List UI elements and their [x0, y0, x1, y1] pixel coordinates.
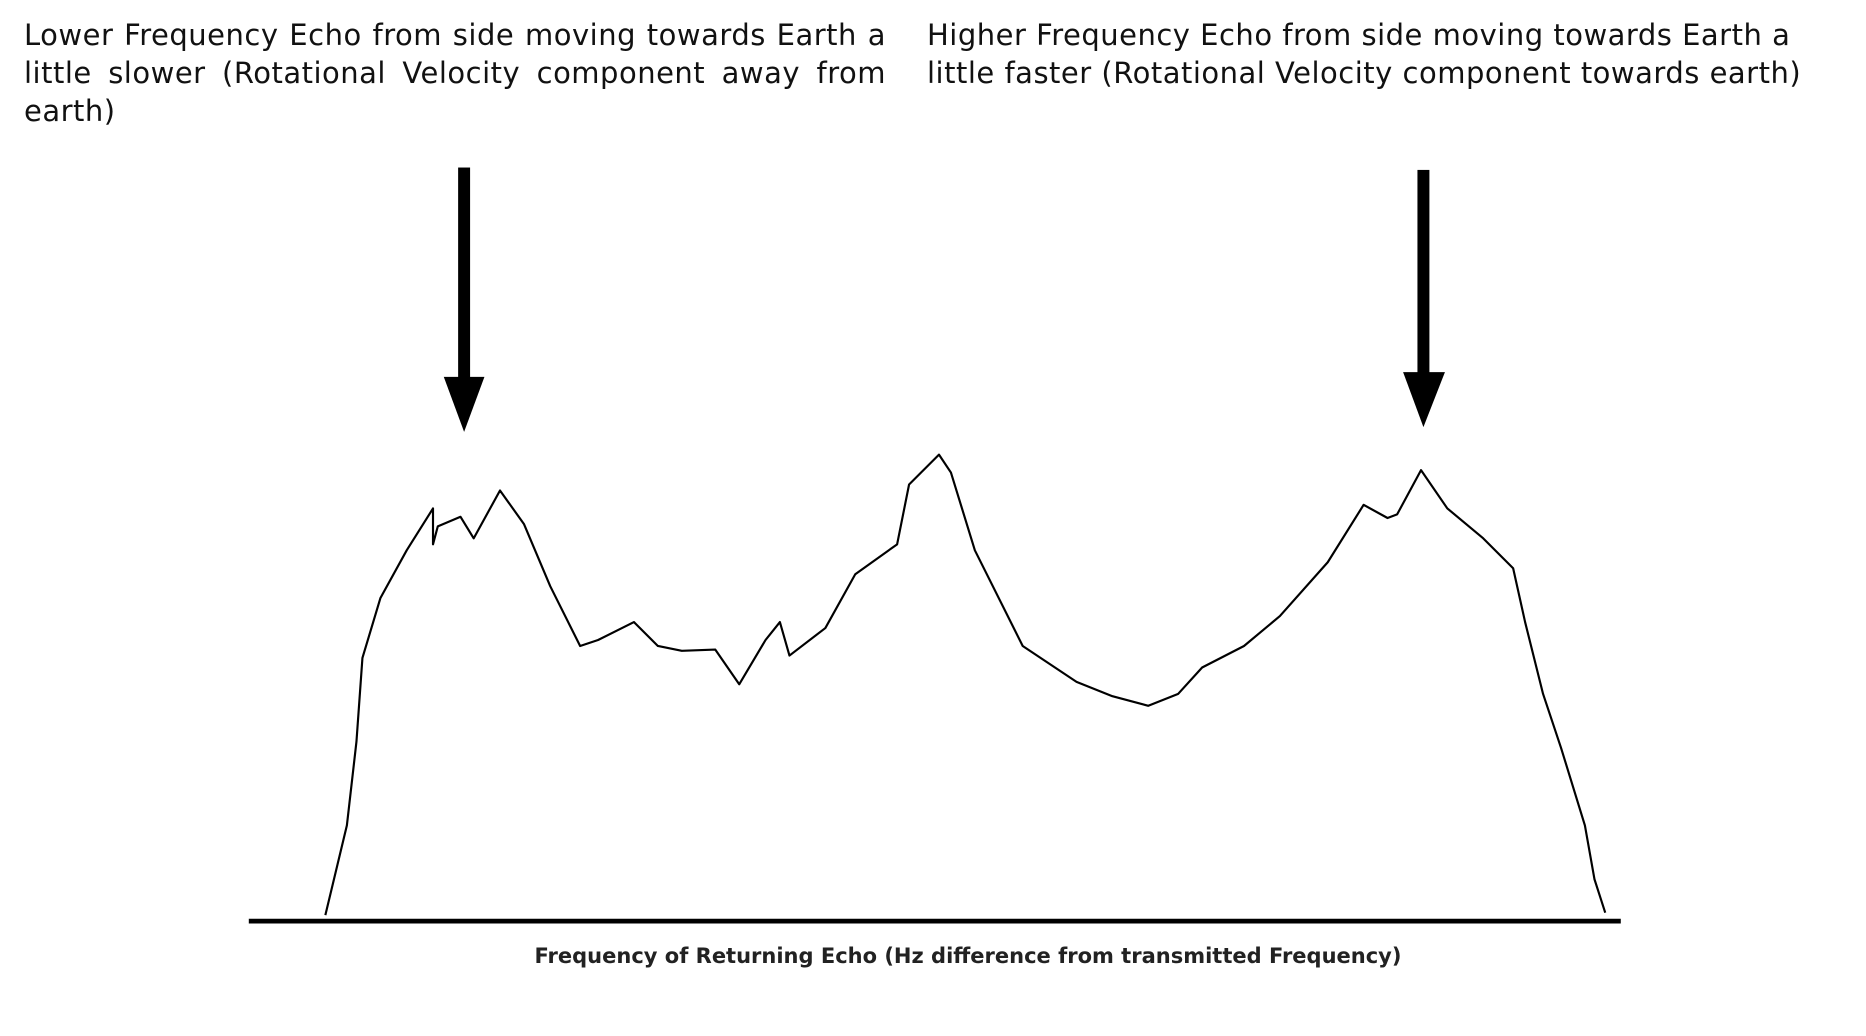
arrow-head	[443, 376, 485, 432]
arrow-shaft	[1417, 169, 1430, 376]
x-axis-label: Frequency of Returning Echo (Hz differen…	[534, 944, 1402, 968]
annotation: Lower Frequency Echo from side moving to…	[24, 18, 886, 128]
arrow-head	[1403, 372, 1445, 428]
arrow-shaft	[458, 167, 471, 381]
annotation: Higher Frequency Echo from side moving t…	[927, 18, 1802, 90]
echo-curve	[324, 453, 1607, 916]
